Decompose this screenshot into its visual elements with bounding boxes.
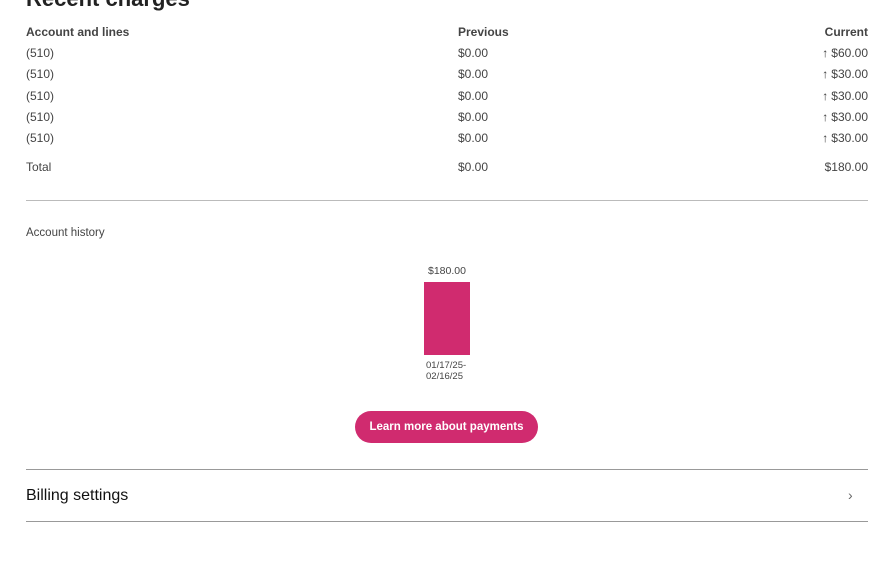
arrow-up-icon: ↑ bbox=[822, 67, 829, 81]
bar-data-label: $180.00 bbox=[428, 265, 466, 277]
row-current: ↑ $60.00 bbox=[822, 46, 868, 60]
row-account: (510) bbox=[26, 131, 55, 145]
divider bbox=[26, 521, 868, 522]
row-account: (510) bbox=[26, 89, 55, 103]
chevron-right-icon[interactable]: › bbox=[848, 487, 853, 503]
bar-category-label: 01/17/25- 02/16/25 bbox=[426, 360, 466, 382]
divider bbox=[26, 469, 868, 470]
row-current-value: $30.00 bbox=[831, 89, 868, 103]
row-current-value: $60.00 bbox=[831, 46, 868, 60]
row-previous: $0.00 bbox=[458, 46, 489, 60]
row-previous: $0.00 bbox=[458, 110, 489, 124]
divider bbox=[26, 200, 868, 201]
bar-01-17-25[interactable] bbox=[424, 282, 470, 355]
billing-settings-row[interactable] bbox=[26, 470, 868, 521]
header-previous: Previous bbox=[458, 25, 509, 39]
account-history-label: Account history bbox=[26, 227, 105, 239]
category-line-1: 01/17/25- bbox=[426, 360, 467, 371]
arrow-up-icon: ↑ bbox=[822, 89, 829, 103]
total-current: $180.00 bbox=[824, 160, 868, 174]
total-label: Total bbox=[26, 160, 52, 174]
row-current: ↑ $30.00 bbox=[822, 110, 868, 124]
row-current: ↑ $30.00 bbox=[822, 131, 868, 145]
row-current-value: $30.00 bbox=[831, 67, 868, 81]
category-line-2: 02/16/25 bbox=[426, 371, 463, 382]
row-current: ↑ $30.00 bbox=[822, 67, 868, 81]
row-account: (510) bbox=[26, 67, 55, 81]
row-current-value: $30.00 bbox=[831, 110, 868, 124]
section-title: Recent charges bbox=[26, 0, 190, 12]
row-account: (510) bbox=[26, 46, 55, 60]
arrow-up-icon: ↑ bbox=[822, 131, 829, 145]
header-current: Current bbox=[824, 25, 868, 39]
row-previous: $0.00 bbox=[458, 131, 489, 145]
row-current: ↑ $30.00 bbox=[822, 89, 868, 103]
row-previous: $0.00 bbox=[458, 67, 489, 81]
total-previous: $0.00 bbox=[458, 160, 489, 174]
row-previous: $0.00 bbox=[458, 89, 489, 103]
row-account: (510) bbox=[26, 110, 55, 124]
header-account: Account and lines bbox=[26, 25, 130, 39]
arrow-up-icon: ↑ bbox=[822, 46, 829, 60]
billing-settings-label[interactable]: Billing settings bbox=[26, 487, 129, 504]
arrow-up-icon: ↑ bbox=[822, 110, 829, 124]
learn-more-payments-button[interactable]: Learn more about payments bbox=[355, 411, 538, 443]
row-current-value: $30.00 bbox=[831, 131, 868, 145]
